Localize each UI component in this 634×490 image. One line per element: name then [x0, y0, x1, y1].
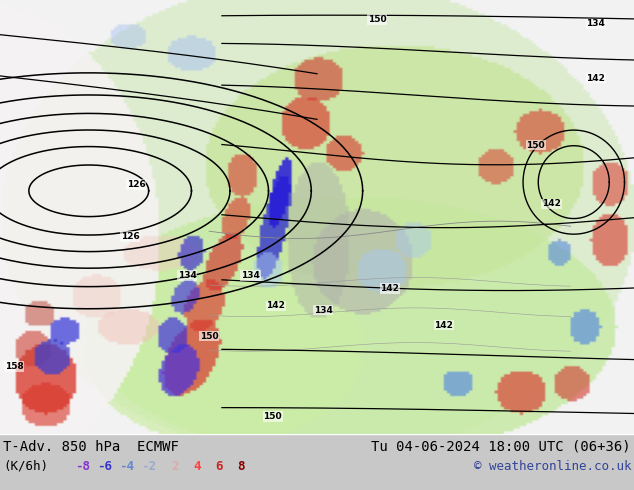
Text: -4: -4 — [119, 460, 134, 473]
Text: © weatheronline.co.uk: © weatheronline.co.uk — [474, 460, 631, 473]
Text: Tu 04-06-2024 18:00 UTC (06+36): Tu 04-06-2024 18:00 UTC (06+36) — [372, 440, 631, 454]
Text: 150: 150 — [526, 141, 545, 150]
Text: 150: 150 — [368, 15, 387, 24]
Text: 150: 150 — [200, 332, 219, 341]
Text: 142: 142 — [266, 301, 285, 310]
Text: 142: 142 — [542, 199, 561, 208]
Text: 8: 8 — [237, 460, 245, 473]
Text: 134: 134 — [178, 271, 197, 280]
Text: -6: -6 — [97, 460, 112, 473]
Text: 6: 6 — [215, 460, 223, 473]
Text: 142: 142 — [434, 321, 453, 330]
Text: -8: -8 — [75, 460, 90, 473]
Text: 126: 126 — [127, 180, 146, 189]
Text: 142: 142 — [586, 74, 605, 82]
Text: 134: 134 — [314, 306, 333, 315]
Text: T-Adv. 850 hPa  ECMWF: T-Adv. 850 hPa ECMWF — [3, 440, 179, 454]
Text: 134: 134 — [586, 19, 605, 28]
Text: 158: 158 — [4, 362, 23, 371]
Text: -2: -2 — [141, 460, 156, 473]
Text: 150: 150 — [263, 412, 282, 421]
Text: 2: 2 — [171, 460, 179, 473]
Text: 142: 142 — [380, 284, 399, 293]
Text: (K/6h): (K/6h) — [3, 460, 48, 473]
Text: 134: 134 — [241, 271, 260, 280]
Text: 126: 126 — [120, 232, 139, 241]
Text: 4: 4 — [193, 460, 200, 473]
